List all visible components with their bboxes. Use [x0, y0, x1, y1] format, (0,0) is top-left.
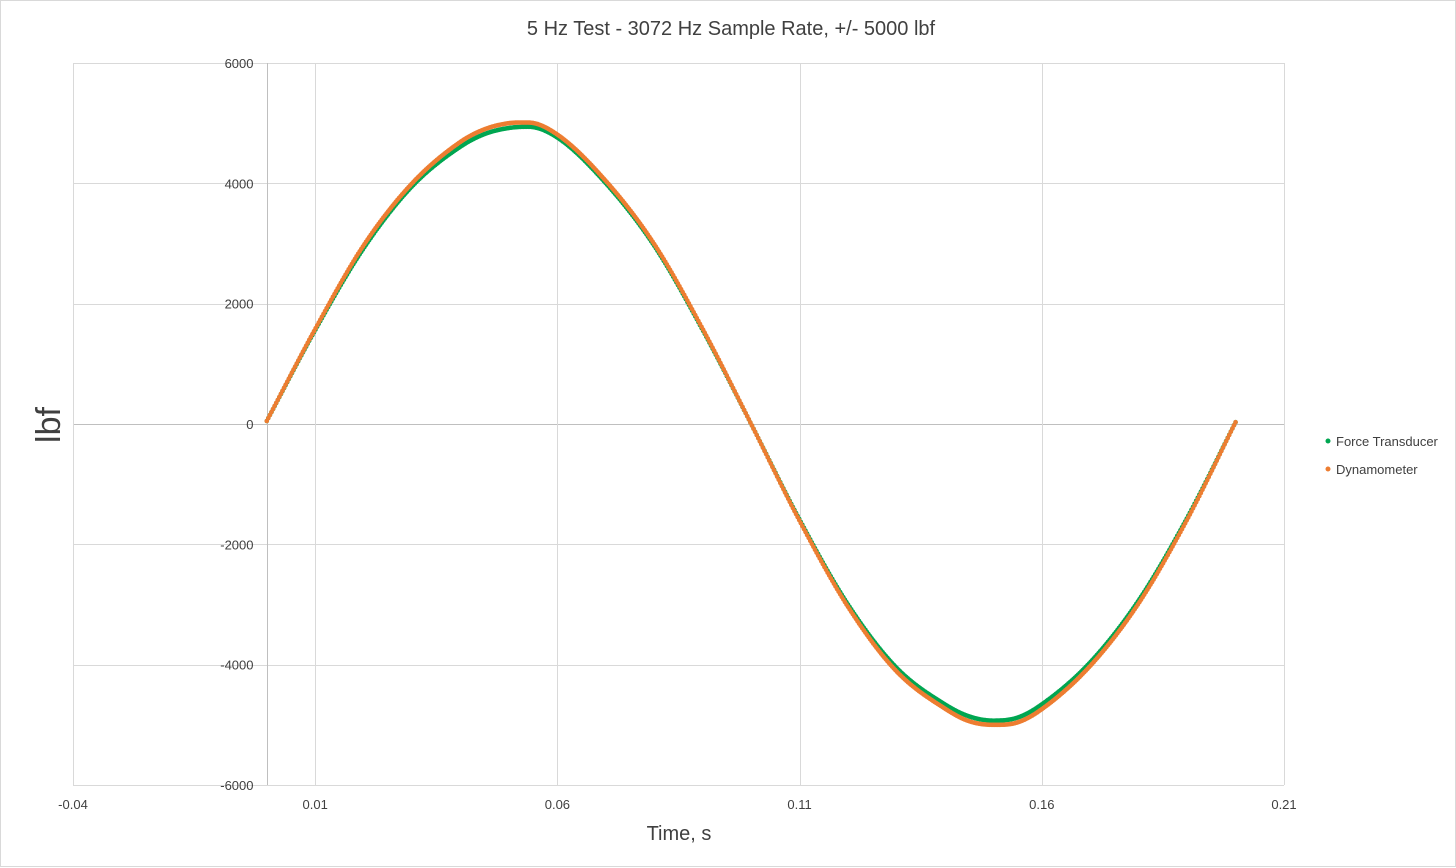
y-tick-label: -2000 — [220, 537, 253, 552]
legend-marker-force-transducer — [1325, 438, 1331, 444]
y-tick-label: 6000 — [225, 56, 254, 71]
x-tick-label: 0.16 — [1029, 797, 1054, 812]
y-tick-label: 2000 — [225, 297, 254, 312]
series-layer — [264, 120, 1238, 728]
y-tick-label: -4000 — [220, 658, 253, 673]
x-tick-label: 0.21 — [1271, 797, 1296, 812]
ticks-layer: 6000 4000 2000 0 -2000 -4000 -6000 -0.04 0.01 0.0… — [58, 56, 1296, 812]
legend-label-dynamometer: Dynamometer — [1336, 462, 1418, 477]
legend-marker-dynamometer — [1325, 466, 1331, 472]
x-axis-title: Time, s — [647, 823, 712, 845]
x-tick-label: 0.06 — [545, 797, 570, 812]
series-dynamometer — [264, 120, 1238, 728]
data-point — [1233, 419, 1238, 425]
legend-label-force-transducer: Force Transducer — [1336, 434, 1439, 449]
y-tick-label: -6000 — [220, 778, 253, 793]
x-tick-label: 0.01 — [303, 797, 328, 812]
y-tick-label: 0 — [246, 417, 253, 432]
grid-layer — [73, 63, 1285, 786]
x-tick-label: -0.04 — [58, 797, 88, 812]
x-tick-label: 0.11 — [787, 797, 811, 812]
y-axis-title: lbf — [30, 406, 68, 442]
legend: Force Transducer Dynamometer — [1325, 434, 1439, 477]
chart-title: 5 Hz Test - 3072 Hz Sample Rate, +/- 500… — [527, 18, 936, 40]
y-tick-label: 4000 — [225, 176, 254, 191]
